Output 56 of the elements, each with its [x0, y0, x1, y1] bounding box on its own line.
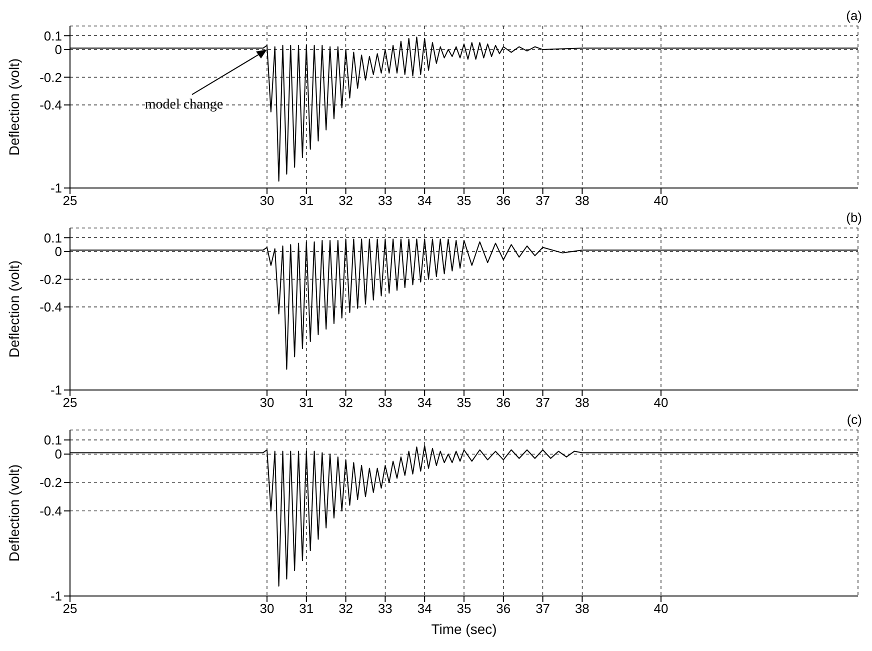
y-axis-title: Deflection (volt) [6, 464, 22, 562]
y-tick-label: 0 [54, 446, 62, 462]
x-tick-label: 36 [496, 395, 511, 410]
x-tick-label: 37 [536, 395, 550, 410]
x-tick-label: 36 [496, 601, 511, 616]
x-tick-label: 30 [260, 193, 274, 208]
x-tick-label: 31 [299, 395, 314, 410]
x-tick-label: 33 [378, 395, 392, 410]
x-tick-label: 31 [299, 193, 314, 208]
x-tick-label: 31 [299, 601, 314, 616]
y-tick-label: -0.4 [40, 98, 62, 113]
y-axis-title: Deflection (volt) [6, 58, 22, 156]
x-tick-label: 40 [654, 193, 668, 208]
y-tick-label: -1 [50, 180, 62, 196]
y-tick-label: -0.2 [40, 272, 62, 287]
y-tick-label: 0.1 [44, 28, 62, 44]
annotation: model change [144, 98, 224, 113]
x-axis-title: Time (sec) [431, 621, 497, 637]
x-tick-label: 35 [456, 601, 472, 616]
x-tick-label: 34 [417, 395, 432, 410]
x-tick-label: 32 [338, 395, 354, 410]
chart-title: (c) [846, 412, 862, 427]
x-tick-label: 25 [62, 395, 78, 410]
x-tick-label: 33 [378, 601, 392, 616]
x-tick-label: 25 [62, 193, 78, 208]
chart-title: (a) [846, 8, 862, 23]
y-tick-label: -0.2 [40, 475, 62, 490]
y-tick-label: -1 [50, 588, 62, 604]
x-tick-label: 38 [574, 601, 590, 616]
y-tick-label: 0.1 [44, 230, 62, 246]
y-tick-label: 0 [54, 244, 62, 260]
y-tick-label: -0.2 [40, 70, 62, 85]
y-tick-label: -0.4 [40, 300, 62, 315]
x-tick-label: 35 [456, 395, 472, 410]
x-tick-label: 34 [417, 601, 432, 616]
chart-title: (b) [846, 210, 862, 225]
y-tick-label: -1 [50, 382, 62, 398]
x-tick-label: 38 [574, 193, 590, 208]
x-tick-label: 32 [338, 601, 354, 616]
x-tick-label: 36 [496, 193, 511, 208]
x-tick-label: 34 [417, 193, 432, 208]
x-tick-label: 25 [62, 601, 78, 616]
y-tick-label: -0.4 [40, 503, 62, 518]
x-tick-label: 38 [574, 395, 590, 410]
x-tick-label: 30 [260, 395, 274, 410]
y-tick-label: 0 [54, 42, 62, 58]
x-tick-label: 37 [536, 601, 550, 616]
x-tick-label: 30 [260, 601, 274, 616]
x-tick-label: 40 [654, 601, 668, 616]
x-tick-label: 33 [378, 193, 392, 208]
x-tick-label: 35 [456, 193, 472, 208]
x-tick-label: 37 [536, 193, 550, 208]
x-tick-label: 40 [654, 395, 668, 410]
x-tick-label: 32 [338, 193, 354, 208]
y-axis-title: Deflection (volt) [6, 260, 22, 358]
y-tick-label: 0.1 [44, 432, 62, 448]
